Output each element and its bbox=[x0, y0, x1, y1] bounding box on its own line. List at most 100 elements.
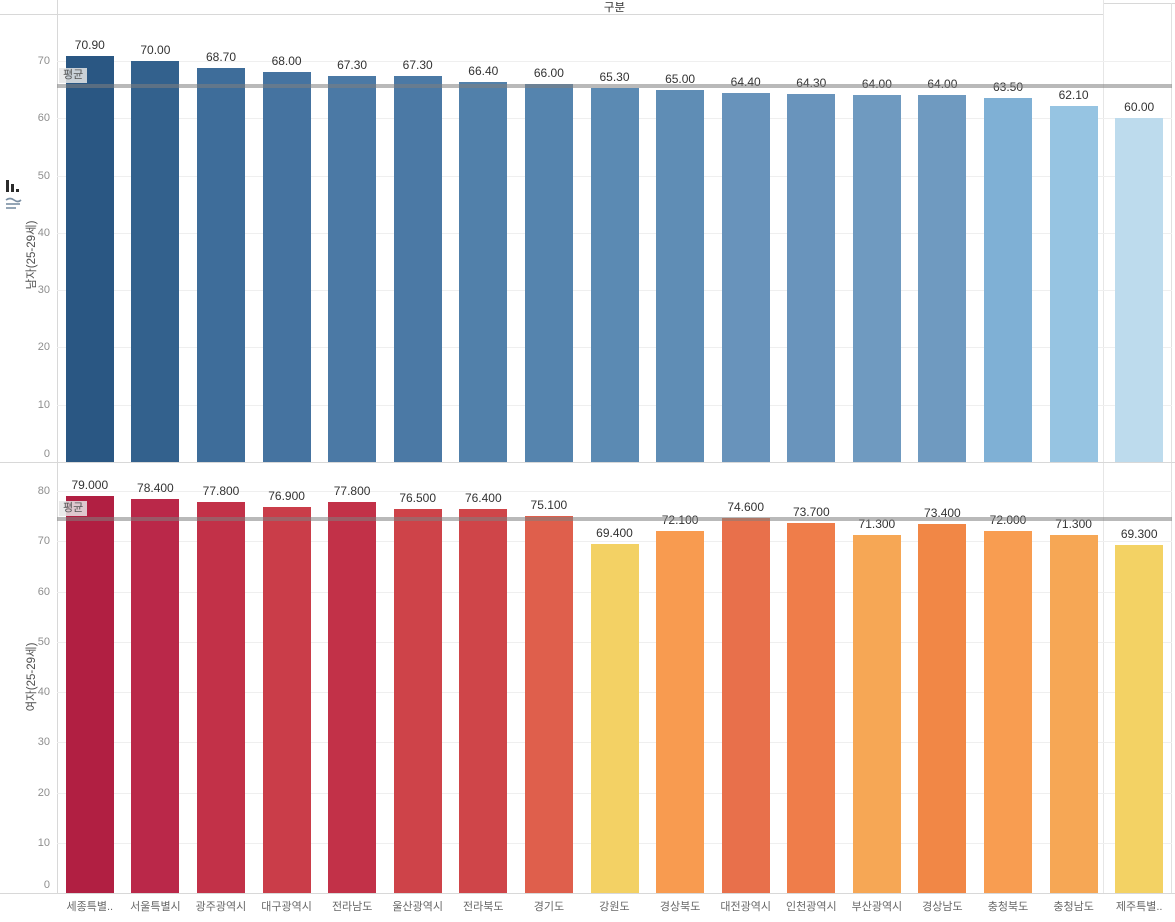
bar-female-제주특별..[interactable] bbox=[1115, 544, 1164, 893]
bar-female-울산광역시[interactable] bbox=[393, 508, 442, 893]
bar-female-세종특별..[interactable] bbox=[65, 496, 114, 893]
y-axis-line bbox=[57, 0, 58, 893]
axis-sort-icon[interactable] bbox=[5, 196, 22, 210]
sort-descending-icon[interactable] bbox=[6, 180, 22, 192]
x-category-label[interactable]: 강원도 bbox=[599, 901, 630, 913]
bar-value-label: 77.800 bbox=[202, 484, 240, 499]
bar-value-label: 68.00 bbox=[271, 54, 302, 69]
y-tick-label: 70 bbox=[37, 55, 50, 67]
x-category-label[interactable]: 광주광역시 bbox=[195, 901, 247, 913]
bar-male-경기도[interactable] bbox=[524, 83, 573, 462]
average-reference-line bbox=[57, 517, 1172, 522]
x-category-label[interactable]: 세종특별.. bbox=[66, 901, 114, 913]
bar-female-경상북도[interactable] bbox=[656, 530, 705, 893]
y-tick-label: 60 bbox=[37, 585, 50, 598]
bar-male-대구광역시[interactable] bbox=[262, 72, 311, 462]
bar-value-label: 65.30 bbox=[599, 69, 630, 84]
y-tick-label: 60 bbox=[37, 112, 50, 125]
x-category-label[interactable]: 경기도 bbox=[533, 901, 565, 913]
bar-value-label: 75.100 bbox=[530, 497, 568, 512]
y-tick-label: 0 bbox=[43, 879, 50, 891]
bar-value-label: 67.30 bbox=[402, 58, 433, 73]
bar-male-충청북도[interactable] bbox=[984, 98, 1032, 462]
sort-bar-1 bbox=[6, 180, 9, 192]
bar-value-label: 76.400 bbox=[464, 491, 502, 506]
bar-male-광주광역시[interactable] bbox=[197, 68, 245, 462]
bar-value-label: 62.10 bbox=[1058, 88, 1089, 103]
gridline bbox=[57, 541, 1172, 543]
x-category-label[interactable]: 전라남도 bbox=[331, 901, 373, 913]
y-tick-label: 40 bbox=[37, 226, 50, 239]
sort-bar-2 bbox=[11, 184, 14, 192]
bar-value-label: 73.400 bbox=[924, 506, 961, 521]
x-category-label[interactable]: 제주특별.. bbox=[1115, 901, 1163, 913]
bar-value-label: 66.40 bbox=[468, 63, 499, 78]
bar-value-label: 69.400 bbox=[596, 526, 633, 541]
bar-male-서울특별시[interactable] bbox=[131, 61, 180, 462]
average-reference-line bbox=[57, 83, 1172, 88]
bar-female-강원도[interactable] bbox=[590, 544, 639, 893]
x-category-label[interactable]: 울산광역시 bbox=[392, 901, 443, 913]
bar-male-울산광역시[interactable] bbox=[393, 76, 442, 462]
bar-female-광주광역시[interactable] bbox=[197, 502, 245, 893]
y-tick-label: 20 bbox=[37, 786, 50, 799]
x-category-label[interactable]: 경상남도 bbox=[922, 901, 963, 913]
x-category-label[interactable]: 대구광역시 bbox=[261, 901, 312, 913]
bar-value-label: 67.30 bbox=[337, 58, 368, 73]
y-tick-label: 70 bbox=[37, 535, 50, 548]
bar-male-대전광역시[interactable] bbox=[721, 93, 770, 462]
gridline bbox=[57, 491, 1172, 493]
x-category-label[interactable]: 인천광역시 bbox=[785, 901, 837, 913]
x-category-label[interactable]: 경상북도 bbox=[659, 901, 701, 913]
y-tick-label: 10 bbox=[37, 398, 50, 411]
bar-value-label: 77.800 bbox=[333, 484, 371, 499]
bar-male-부산광역시[interactable] bbox=[852, 95, 901, 462]
x-category-label[interactable]: 전라북도 bbox=[463, 901, 504, 913]
x-category-label[interactable]: 서울특별시 bbox=[130, 901, 181, 913]
bar-female-인천광역시[interactable] bbox=[787, 522, 836, 893]
bar-female-대전광역시[interactable] bbox=[721, 518, 770, 893]
bar-value-label: 73.700 bbox=[792, 504, 830, 519]
bar-male-인천광역시[interactable] bbox=[787, 93, 836, 462]
bar-value-label: 74.600 bbox=[727, 500, 765, 515]
y-tick-label: 80 bbox=[37, 485, 50, 498]
bar-female-서울특별시[interactable] bbox=[131, 499, 180, 893]
bar-male-경상북도[interactable] bbox=[656, 89, 705, 462]
bar-female-대구광역시[interactable] bbox=[262, 506, 311, 893]
bar-female-충청북도[interactable] bbox=[984, 531, 1032, 893]
top-right-divider bbox=[1103, 3, 1175, 4]
bar-female-전라남도[interactable] bbox=[328, 502, 377, 893]
bar-female-부산광역시[interactable] bbox=[852, 534, 901, 893]
bar-female-경기도[interactable] bbox=[524, 515, 573, 893]
y-tick-label: 50 bbox=[37, 169, 50, 182]
bar-male-전라남도[interactable] bbox=[328, 76, 377, 462]
x-category-label[interactable]: 대전광역시 bbox=[720, 901, 771, 913]
bar-female-경상남도[interactable] bbox=[918, 524, 967, 893]
bar-value-label: 66.00 bbox=[533, 65, 564, 80]
bar-male-충청남도[interactable] bbox=[1049, 106, 1098, 462]
bar-male-세종특별..[interactable] bbox=[65, 55, 114, 462]
y-tick-label: 0 bbox=[43, 448, 50, 460]
bar-female-충청남도[interactable] bbox=[1049, 534, 1098, 893]
bar-male-제주특별..[interactable] bbox=[1115, 118, 1164, 462]
bar-value-label: 60.00 bbox=[1124, 100, 1155, 115]
bar-female-전라북도[interactable] bbox=[459, 509, 508, 893]
bar-male-전라북도[interactable] bbox=[459, 81, 508, 462]
panel-divider bbox=[0, 462, 1175, 463]
bar-value-label: 76.900 bbox=[268, 488, 305, 503]
average-label: 평균 bbox=[59, 501, 88, 517]
bar-male-강원도[interactable] bbox=[590, 87, 639, 462]
x-category-label[interactable]: 부산광역시 bbox=[851, 901, 903, 913]
x-category-label[interactable]: 충청남도 bbox=[1053, 901, 1094, 913]
column-header[interactable]: 구분 bbox=[57, 0, 1172, 14]
x-category-label[interactable]: 충청북도 bbox=[987, 901, 1029, 913]
header-divider bbox=[0, 14, 1103, 15]
bar-value-label: 79.000 bbox=[71, 478, 109, 493]
plot-right-border bbox=[1171, 3, 1172, 893]
gridline bbox=[57, 61, 1172, 62]
bar-value-label: 76.500 bbox=[399, 490, 437, 505]
bar-male-경상남도[interactable] bbox=[918, 95, 967, 462]
y-tick-label: 30 bbox=[37, 284, 50, 297]
